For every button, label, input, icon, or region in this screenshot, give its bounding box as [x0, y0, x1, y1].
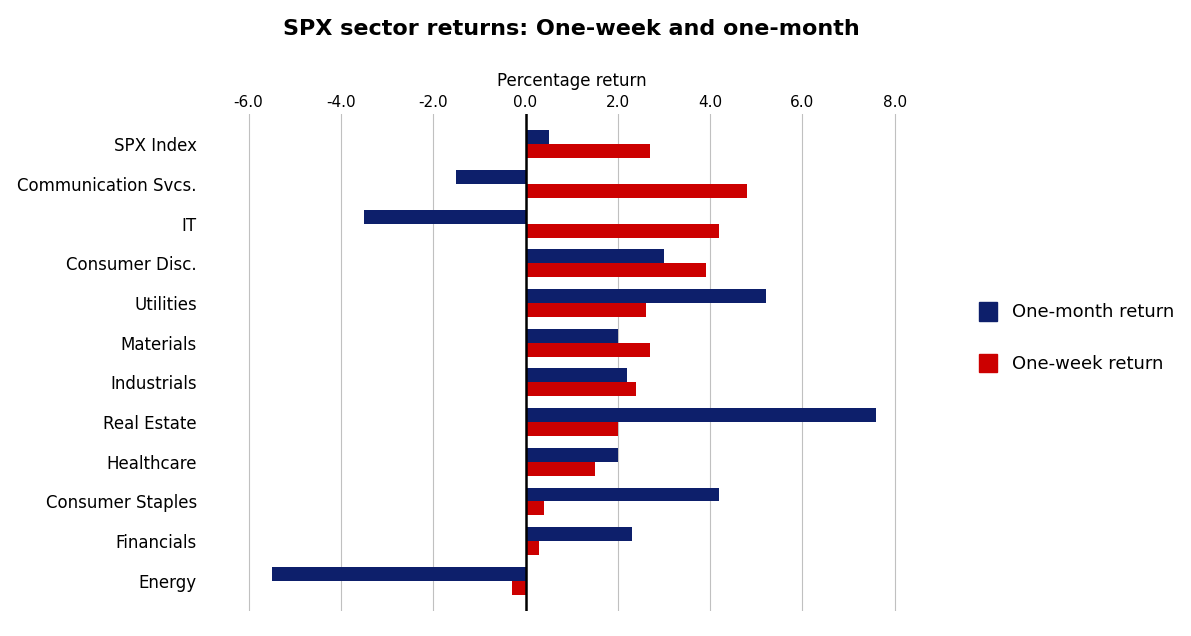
Bar [525, 144, 650, 158]
Bar [525, 329, 618, 343]
Bar [525, 343, 650, 357]
Bar [525, 224, 719, 237]
Bar [525, 184, 747, 198]
X-axis label: Percentage return: Percentage return [497, 73, 647, 90]
Bar [512, 581, 525, 595]
Bar [525, 462, 594, 476]
Bar [525, 501, 544, 515]
Bar [525, 382, 636, 396]
Bar [525, 448, 618, 462]
Bar [525, 408, 877, 422]
Bar [525, 488, 719, 501]
Bar [364, 210, 525, 224]
Bar [525, 368, 626, 382]
Bar [525, 422, 618, 436]
Bar [525, 130, 549, 144]
Bar [525, 289, 766, 303]
Bar [272, 567, 525, 581]
Bar [525, 249, 665, 263]
Bar [525, 303, 646, 317]
Bar [525, 527, 631, 541]
Text: SPX sector returns: One-week and one-month: SPX sector returns: One-week and one-mon… [283, 19, 860, 39]
Bar [525, 263, 705, 277]
Legend: One-month return, One-week return: One-month return, One-week return [972, 295, 1181, 380]
Bar [456, 170, 525, 184]
Bar [525, 541, 540, 555]
